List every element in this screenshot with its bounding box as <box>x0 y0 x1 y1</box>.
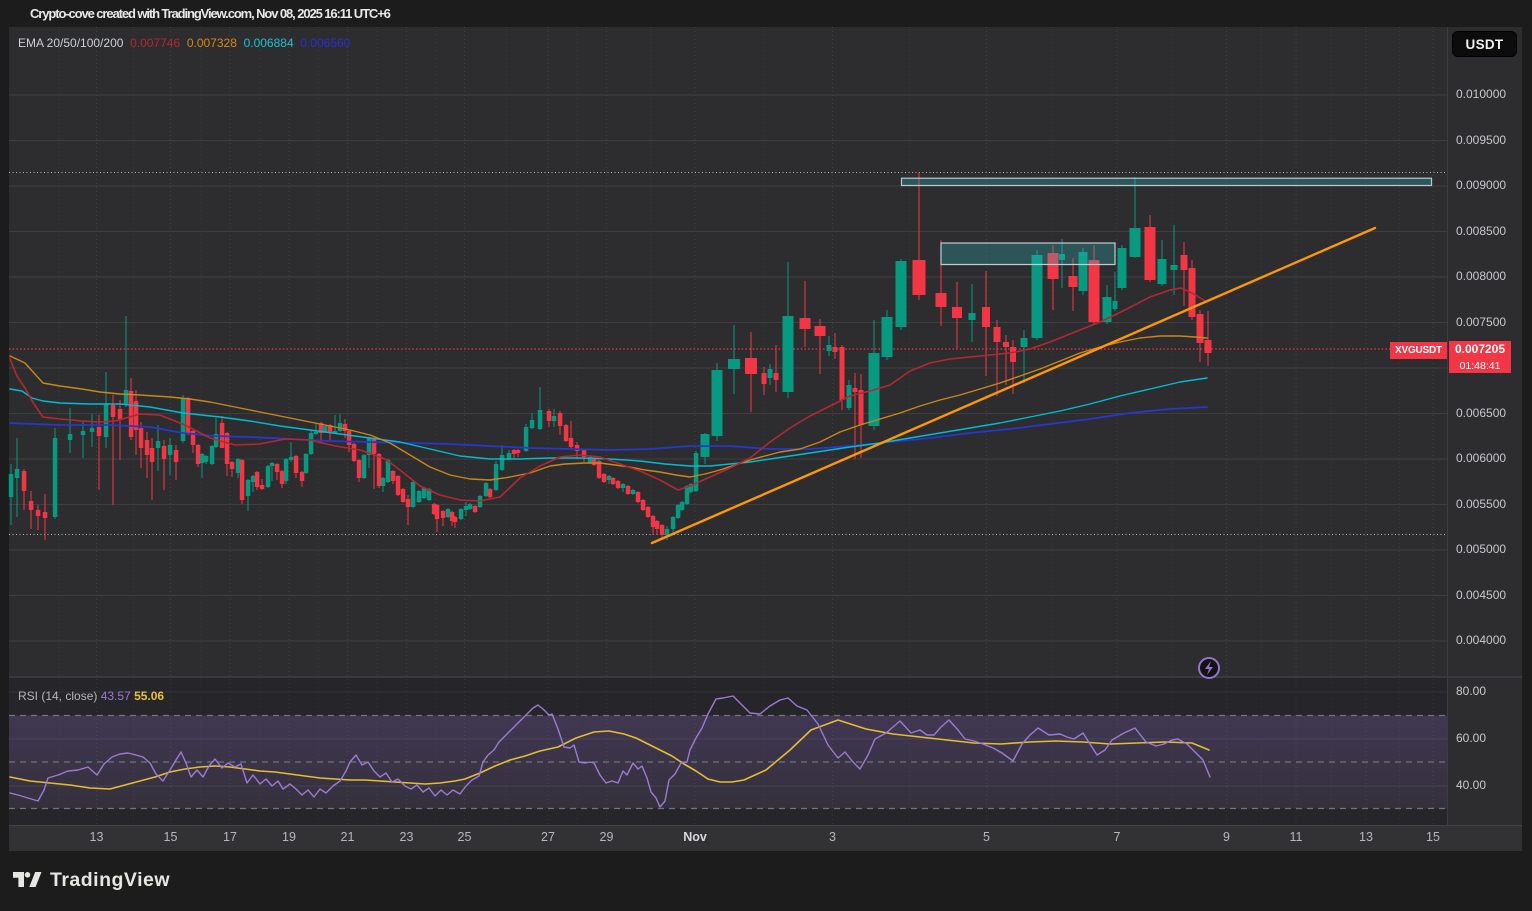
svg-text:TradingView: TradingView <box>50 869 170 891</box>
